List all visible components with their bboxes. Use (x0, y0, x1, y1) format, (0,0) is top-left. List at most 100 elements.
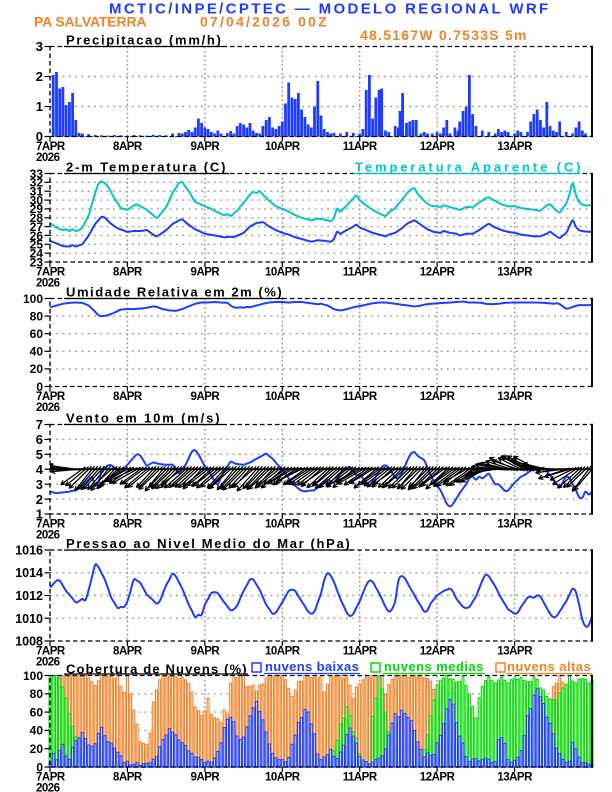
svg-text:PA SALVATERRA: PA SALVATERRA (34, 14, 146, 30)
svg-text:13APR: 13APR (497, 772, 533, 784)
svg-text:Umidade Relativa em 2m (%): Umidade Relativa em 2m (%) (66, 284, 283, 299)
svg-text:28: 28 (30, 211, 44, 225)
svg-text:40: 40 (30, 724, 44, 738)
svg-text:20: 20 (30, 742, 44, 756)
svg-text:20: 20 (30, 362, 44, 376)
svg-text:31: 31 (30, 185, 44, 199)
svg-text:27: 27 (30, 220, 44, 234)
svg-text:7APR: 7APR (36, 772, 66, 784)
svg-text:1: 1 (36, 99, 43, 114)
svg-text:40: 40 (30, 345, 44, 359)
svg-text:60: 60 (30, 705, 44, 719)
svg-text:9APR: 9APR (191, 267, 221, 279)
svg-text:8APR: 8APR (113, 646, 143, 658)
svg-text:10APR: 10APR (265, 391, 301, 403)
svg-text:10APR: 10APR (265, 267, 301, 279)
svg-text:0: 0 (36, 760, 43, 774)
svg-text:7: 7 (36, 417, 43, 432)
svg-text:9APR: 9APR (191, 141, 221, 153)
svg-text:24: 24 (30, 247, 44, 261)
svg-text:12APR: 12APR (420, 519, 456, 531)
svg-text:2: 2 (36, 492, 43, 507)
svg-text:Cobertura de Nuvens (%): Cobertura de Nuvens (%) (66, 661, 248, 676)
svg-text:11APR: 11APR (343, 391, 378, 403)
svg-text:80: 80 (30, 687, 44, 701)
svg-text:2-m Temperatura (C): 2-m Temperatura (C) (66, 159, 227, 174)
svg-text:1008: 1008 (15, 635, 43, 649)
svg-text:1016: 1016 (15, 544, 43, 558)
svg-text:nuvens altas: nuvens altas (507, 659, 591, 674)
svg-text:10APR: 10APR (265, 772, 301, 784)
svg-text:2026: 2026 (36, 657, 60, 669)
svg-text:7APR: 7APR (36, 391, 66, 403)
svg-text:12APR: 12APR (420, 646, 456, 658)
svg-text:8APR: 8APR (113, 519, 143, 531)
svg-text:2026: 2026 (36, 402, 60, 414)
svg-text:7APR: 7APR (36, 519, 66, 531)
svg-text:13APR: 13APR (497, 646, 533, 658)
svg-text:11APR: 11APR (343, 267, 378, 279)
svg-text:1010: 1010 (15, 612, 43, 626)
svg-text:1014: 1014 (15, 566, 43, 580)
svg-text:1: 1 (36, 507, 43, 522)
svg-text:12APR: 12APR (420, 391, 456, 403)
svg-text:13APR: 13APR (497, 267, 533, 279)
svg-text:7APR: 7APR (36, 267, 66, 279)
svg-text:60: 60 (30, 327, 44, 341)
svg-text:nuvens medias: nuvens medias (384, 659, 484, 674)
svg-text:0: 0 (36, 380, 43, 394)
svg-text:13APR: 13APR (497, 391, 533, 403)
svg-text:3: 3 (36, 477, 43, 492)
svg-text:Temperatura Aparente (C): Temperatura Aparente (C) (355, 159, 584, 174)
svg-text:MCTIC/INPE/CPTEC — MODELO REGI: MCTIC/INPE/CPTEC — MODELO REGIONAL WRF (109, 1, 551, 18)
svg-text:13APR: 13APR (497, 519, 533, 531)
svg-text:23: 23 (30, 255, 44, 269)
svg-text:9APR: 9APR (191, 772, 221, 784)
svg-text:11APR: 11APR (343, 519, 378, 531)
svg-text:30: 30 (30, 193, 44, 207)
svg-text:7APR: 7APR (36, 646, 66, 658)
svg-text:2026: 2026 (36, 783, 60, 792)
svg-text:25: 25 (30, 238, 44, 252)
svg-text:5: 5 (36, 447, 43, 462)
svg-text:9APR: 9APR (191, 391, 221, 403)
svg-text:3: 3 (36, 39, 43, 54)
svg-text:8APR: 8APR (113, 772, 143, 784)
svg-text:10APR: 10APR (265, 646, 301, 658)
svg-text:48.5167W 0.7533S 5m: 48.5167W 0.7533S 5m (360, 27, 528, 43)
svg-text:0: 0 (36, 129, 43, 144)
svg-text:2026: 2026 (36, 152, 60, 164)
svg-text:2: 2 (36, 69, 43, 84)
svg-text:7APR: 7APR (36, 141, 66, 153)
svg-text:8APR: 8APR (113, 141, 143, 153)
svg-text:07/04/2026 00Z: 07/04/2026 00Z (200, 14, 329, 30)
svg-text:1012: 1012 (15, 589, 43, 603)
svg-text:9APR: 9APR (191, 519, 221, 531)
svg-text:12APR: 12APR (420, 267, 456, 279)
svg-text:12APR: 12APR (420, 772, 456, 784)
svg-text:8APR: 8APR (113, 267, 143, 279)
svg-text:11APR: 11APR (343, 141, 378, 153)
svg-text:10APR: 10APR (265, 141, 301, 153)
svg-text:10APR: 10APR (265, 519, 301, 531)
svg-text:Vento em 10m (m/s): Vento em 10m (m/s) (66, 410, 221, 425)
svg-text:11APR: 11APR (343, 646, 378, 658)
svg-text:2026: 2026 (36, 530, 60, 542)
svg-text:26: 26 (30, 229, 44, 243)
svg-text:nuvens baixas: nuvens baixas (265, 659, 359, 674)
svg-text:Precipitacao (mm/h): Precipitacao (mm/h) (66, 32, 223, 47)
svg-text:100: 100 (23, 669, 43, 683)
svg-text:2026: 2026 (36, 278, 60, 290)
svg-text:9APR: 9APR (191, 646, 221, 658)
svg-text:11APR: 11APR (343, 772, 378, 784)
svg-text:8APR: 8APR (113, 391, 143, 403)
svg-text:32: 32 (30, 176, 44, 190)
svg-text:33: 33 (30, 167, 44, 181)
svg-text:4: 4 (36, 462, 44, 477)
svg-text:6: 6 (36, 432, 43, 447)
svg-text:80: 80 (30, 309, 44, 323)
svg-text:Pressao ao Nivel Medio do Mar: Pressao ao Nivel Medio do Mar (hPa) (66, 536, 351, 551)
svg-text:13APR: 13APR (497, 141, 533, 153)
svg-text:12APR: 12APR (420, 141, 456, 153)
svg-text:29: 29 (30, 202, 44, 216)
